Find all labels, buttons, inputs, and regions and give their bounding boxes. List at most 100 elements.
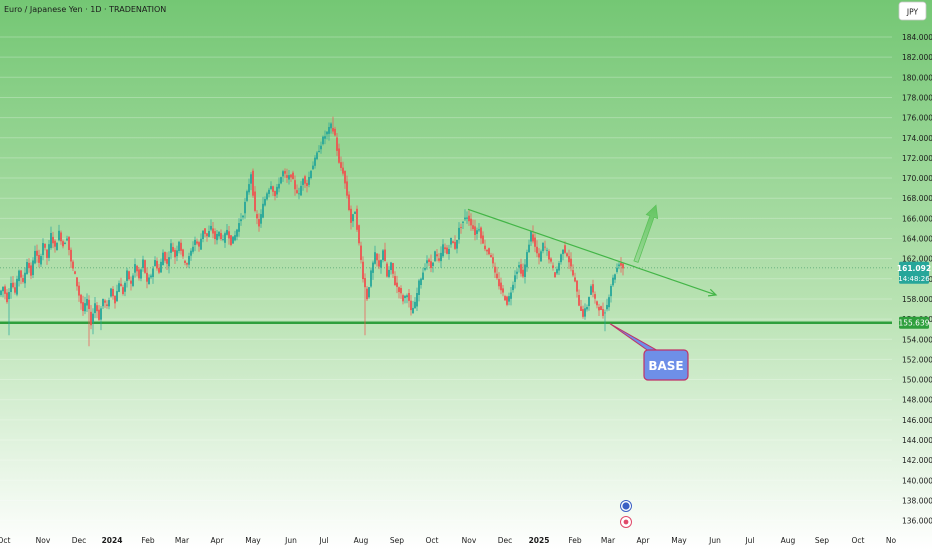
candle — [54, 239, 56, 253]
candle — [232, 236, 234, 244]
candle — [508, 292, 510, 306]
candle-body — [54, 240, 56, 247]
currency-button[interactable]: JPY — [898, 1, 927, 21]
candle — [598, 303, 600, 316]
candle-body — [412, 307, 414, 314]
countdown-label: 14:48:26 — [898, 275, 930, 283]
candle-body — [484, 245, 486, 250]
candle-body — [600, 306, 602, 310]
candle-body — [468, 215, 470, 222]
candle-body — [482, 235, 484, 244]
candle — [594, 291, 596, 304]
event-marker-blue[interactable] — [620, 500, 632, 512]
candle — [340, 156, 342, 171]
candle — [576, 280, 578, 298]
candle-body — [64, 242, 66, 245]
candle — [188, 252, 190, 269]
candle-body — [46, 249, 48, 258]
candle — [518, 261, 520, 273]
candle — [348, 191, 350, 212]
candle — [416, 287, 418, 311]
candle-body — [172, 246, 174, 252]
candle-body — [560, 254, 562, 263]
candle — [428, 257, 430, 267]
candle-body — [78, 285, 80, 296]
candle — [500, 277, 502, 295]
candle — [0, 289, 2, 297]
candle-body — [114, 295, 116, 304]
candle-body — [442, 244, 444, 257]
candle-body — [552, 265, 554, 268]
candle-body — [190, 250, 192, 256]
candle — [58, 224, 60, 242]
candle — [258, 213, 260, 232]
candle — [482, 231, 484, 244]
candle-body — [428, 259, 430, 262]
candle — [596, 300, 598, 309]
candle — [242, 214, 244, 220]
candle-body — [26, 262, 28, 275]
candle-body — [118, 283, 120, 292]
y-tick-label: 150.000 — [902, 376, 932, 385]
x-tick-label: Feb — [141, 536, 155, 545]
candle-body — [586, 306, 588, 310]
candle-body — [592, 284, 594, 293]
candle — [84, 296, 86, 315]
event-marker-red[interactable] — [620, 516, 632, 528]
candle-body — [70, 249, 72, 262]
candle-body — [614, 274, 616, 280]
candle-body — [396, 282, 398, 287]
candle — [308, 171, 310, 188]
candle — [398, 286, 400, 299]
candle-body — [132, 275, 134, 286]
candle — [622, 262, 624, 276]
candle-body — [260, 214, 262, 224]
candle — [472, 219, 474, 231]
candle — [378, 253, 380, 270]
candle — [314, 155, 316, 169]
candle — [22, 274, 24, 284]
candle-body — [466, 217, 468, 219]
candle-body — [620, 262, 622, 266]
candle — [440, 246, 442, 268]
candle-body — [204, 228, 206, 234]
candle-body — [30, 265, 32, 276]
candle-body — [474, 226, 476, 235]
candle-body — [4, 286, 6, 294]
candle — [122, 284, 124, 296]
candle-body — [496, 273, 498, 279]
candle — [394, 271, 396, 286]
candle — [70, 247, 72, 269]
x-tick-label: Dec — [72, 536, 87, 545]
upside-arrow — [633, 204, 659, 263]
trendline-arrowhead — [707, 288, 718, 297]
x-tick-label: Jul — [744, 536, 754, 545]
candle — [272, 185, 274, 197]
candle — [132, 273, 134, 288]
candle — [318, 145, 320, 153]
candle — [68, 236, 70, 256]
candle-body — [390, 262, 392, 271]
candle — [146, 267, 148, 289]
candle-body — [314, 157, 316, 166]
candle-body — [212, 228, 214, 234]
candle-body — [142, 259, 144, 269]
candle-body — [556, 269, 558, 274]
candle-body — [580, 306, 582, 311]
candle-body — [244, 201, 246, 214]
candle — [324, 130, 326, 145]
candle-body — [312, 165, 314, 170]
candle-body — [302, 178, 304, 185]
candle-body — [332, 128, 334, 132]
candle-body — [574, 277, 576, 282]
candle-body — [518, 265, 520, 268]
x-tick-label: Dec — [498, 536, 513, 545]
candle — [552, 262, 554, 271]
candle-body — [554, 272, 556, 278]
candle — [462, 221, 464, 230]
candle-layer — [0, 116, 624, 347]
candle — [244, 197, 246, 219]
candle-body — [240, 219, 242, 222]
candle — [236, 228, 238, 241]
